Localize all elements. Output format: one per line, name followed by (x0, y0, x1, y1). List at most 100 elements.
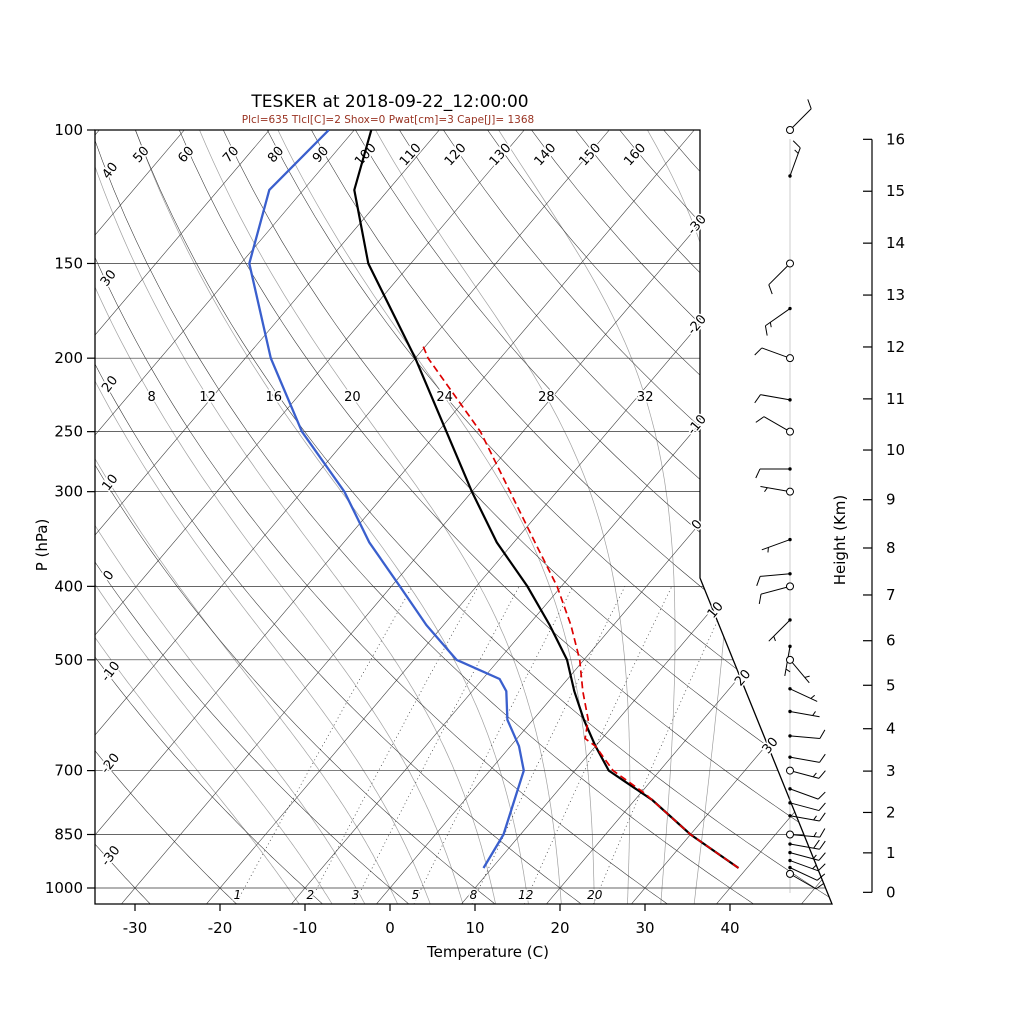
pressure-tick-label: 100 (54, 121, 83, 139)
dry-adiabat-left-label: -30 (99, 843, 124, 869)
pressure-tick-label: 500 (54, 651, 83, 669)
wind-barb (788, 858, 826, 872)
isotherm-edge-label: -10 (685, 412, 710, 438)
mixing-ratio-label: 5 (412, 888, 420, 902)
chart-params: Plcl=635 Tlcl[C]=2 Shox=0 Pwat[cm]=3 Cap… (242, 114, 534, 126)
wind-barb (788, 687, 818, 702)
dry-adiabat-top-label: 150 (576, 141, 604, 169)
wind-barb (788, 850, 826, 861)
mixing-ratio-lines (235, 586, 734, 904)
temperature-curve (353, 130, 740, 869)
dewpoint-curve (248, 130, 525, 869)
wind-barb (786, 828, 826, 839)
moist-adiabat-label: 12 (199, 390, 216, 405)
moist-adiabat-label: 28 (538, 390, 555, 405)
parcel-path-curve (421, 344, 739, 869)
temperature-axis-title: Temperature (C) (426, 943, 549, 961)
wind-barb (788, 709, 820, 718)
wind-barb (788, 801, 826, 812)
height-tick-label: 10 (886, 441, 905, 459)
height-tick-label: 7 (886, 586, 896, 604)
dry-adiabat-top-label: 80 (265, 144, 287, 166)
wind-barb (760, 485, 794, 496)
mixing-ratio-label: 2 (307, 888, 315, 902)
moist-adiabat-label: 8 (147, 390, 155, 405)
wind-barb (786, 655, 810, 684)
temperature-tick-label: 0 (385, 919, 395, 937)
dry-adiabat-left-label: 10 (99, 472, 121, 494)
pressure-tick-label: 700 (54, 762, 83, 780)
height-tick-label: 16 (886, 130, 905, 148)
wind-barb (754, 347, 794, 363)
wind-barb (788, 865, 826, 881)
wind-barb (786, 766, 826, 779)
wind-barb (768, 618, 792, 642)
wind-barb (768, 259, 794, 295)
moist-adiabat-label: 24 (436, 390, 453, 405)
moist-adiabat-label: 16 (266, 390, 283, 405)
temperature-tick-label: 10 (465, 919, 484, 937)
wind-barb (764, 306, 792, 336)
height-tick-label: 3 (886, 762, 896, 780)
mixing-ratio-label: 12 (518, 888, 533, 902)
moist-adiabat-label: 32 (637, 390, 654, 405)
wind-barb (754, 394, 792, 404)
height-tick-label: 13 (886, 286, 905, 304)
isotherm-edge-label: -30 (685, 212, 710, 238)
temperature-tick-label: -10 (293, 919, 318, 937)
wind-barb (758, 582, 794, 605)
wind-barb (786, 99, 812, 134)
mixing-ratio-label: 8 (470, 888, 478, 902)
moist-adiabat-lines (95, 130, 733, 904)
dry-adiabat-top-label: 60 (175, 144, 197, 166)
isotherm-lines (95, 130, 832, 904)
height-tick-label: 2 (886, 803, 896, 821)
height-tick-label: 11 (886, 390, 905, 408)
temperature-tick-label: 30 (635, 919, 654, 937)
height-tick-label: 0 (886, 883, 896, 901)
wind-barb (755, 416, 794, 436)
pressure-tick-label: 300 (54, 483, 83, 501)
height-axis-title: Height (Km) (831, 495, 849, 586)
dry-adiabat-top-label: 140 (532, 141, 560, 169)
height-tick-label: 1 (886, 844, 896, 862)
height-tick-label: 9 (886, 491, 896, 509)
temperature-tick-label: -20 (208, 919, 233, 937)
isotherm-edge-label: 0 (689, 517, 706, 533)
pressure-tick-label: 150 (54, 254, 83, 272)
temperature-tick-label: 20 (550, 919, 569, 937)
sounding-curves (248, 130, 740, 869)
wind-barb (788, 839, 826, 850)
wind-barb (788, 140, 801, 178)
height-tick-label: 12 (886, 338, 905, 356)
moist-adiabat-label: 20 (344, 390, 361, 405)
plot-frame (87, 129, 833, 911)
wind-barb (756, 572, 792, 586)
height-tick-label: 14 (886, 234, 905, 252)
isotherm-edge-label: 10 (705, 599, 727, 621)
isotherm-edge-label: 20 (732, 667, 754, 689)
dry-adiabat-left-label: 40 (99, 160, 121, 182)
dry-adiabat-left-label: 0 (101, 568, 118, 584)
pressure-axis-title: P (hPa) (33, 519, 51, 572)
dry-adiabat-top-label: 110 (397, 141, 425, 169)
dry-adiabat-top-label: 50 (130, 144, 152, 166)
chart-title: TESKER at 2018-09-22_12:00:00 (250, 92, 528, 112)
mixing-ratio-label: 1 (234, 888, 242, 902)
height-tick-label: 6 (886, 632, 896, 650)
mixing-ratio-label: 20 (587, 888, 603, 902)
wind-barb (788, 729, 826, 740)
wind-barb (788, 753, 826, 763)
isobar-lines (95, 130, 826, 889)
dry-adiabat-top-label: 120 (442, 141, 470, 169)
dry-adiabat-left-label: -20 (98, 751, 123, 777)
dry-adiabat-left-label: 20 (99, 373, 121, 395)
dry-adiabat-lines (95, 130, 832, 904)
height-tick-label: 4 (886, 720, 896, 738)
wind-barb (755, 467, 792, 479)
pressure-tick-label: 1000 (45, 879, 83, 897)
pressure-tick-label: 250 (54, 423, 83, 441)
